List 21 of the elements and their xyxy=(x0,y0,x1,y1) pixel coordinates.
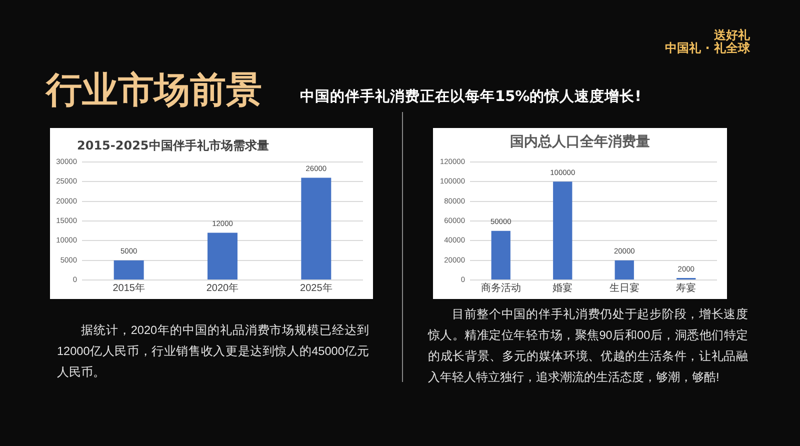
bar xyxy=(114,260,144,280)
x-tick-label: 2025年 xyxy=(300,282,332,294)
x-tick-label: 商务活动 xyxy=(480,282,521,294)
text: 据统计，2020年的中国的礼品消费市场规模已经达到12000亿人民币，行业销售收入更是达到惊人的45000亿元人民币。 xyxy=(57,322,369,381)
bar xyxy=(553,182,572,280)
bar xyxy=(301,178,332,280)
text: 目前整个中国的伴手礼消费仍处于起步阶段，增长速度惊人。精准定位年轻市场，聚焦90后和00后，洞悉他们特定的成长背景、多元的媒体环境、优越的生活条件，让礼品融入年轻人特立独行，追求潮流的生活态度，够潮，够酷! xyxy=(428,306,748,386)
x-tick-label: 生日宴 xyxy=(609,282,640,294)
text: 行业市场前景 xyxy=(46,70,262,111)
x-tick-label: 2020年 xyxy=(206,282,239,294)
text: 送好礼 xyxy=(714,28,750,42)
text: 中国的伴手礼消费正在以每年15%的惊人速度增长! xyxy=(300,88,642,106)
x-tick-label: 寿宴 xyxy=(676,282,696,294)
text: 中国礼 · 礼全球 xyxy=(665,41,750,55)
chart-title: 2015-2025中国伴手礼市场需求量 xyxy=(77,138,269,153)
x-tick-label: 2015年 xyxy=(112,282,145,294)
chart-title: 国内总人口全年消费量 xyxy=(510,134,650,150)
bar xyxy=(208,232,238,280)
bar xyxy=(491,230,510,280)
bar xyxy=(614,260,634,280)
x-tick-label: 婚宴 xyxy=(552,282,573,294)
